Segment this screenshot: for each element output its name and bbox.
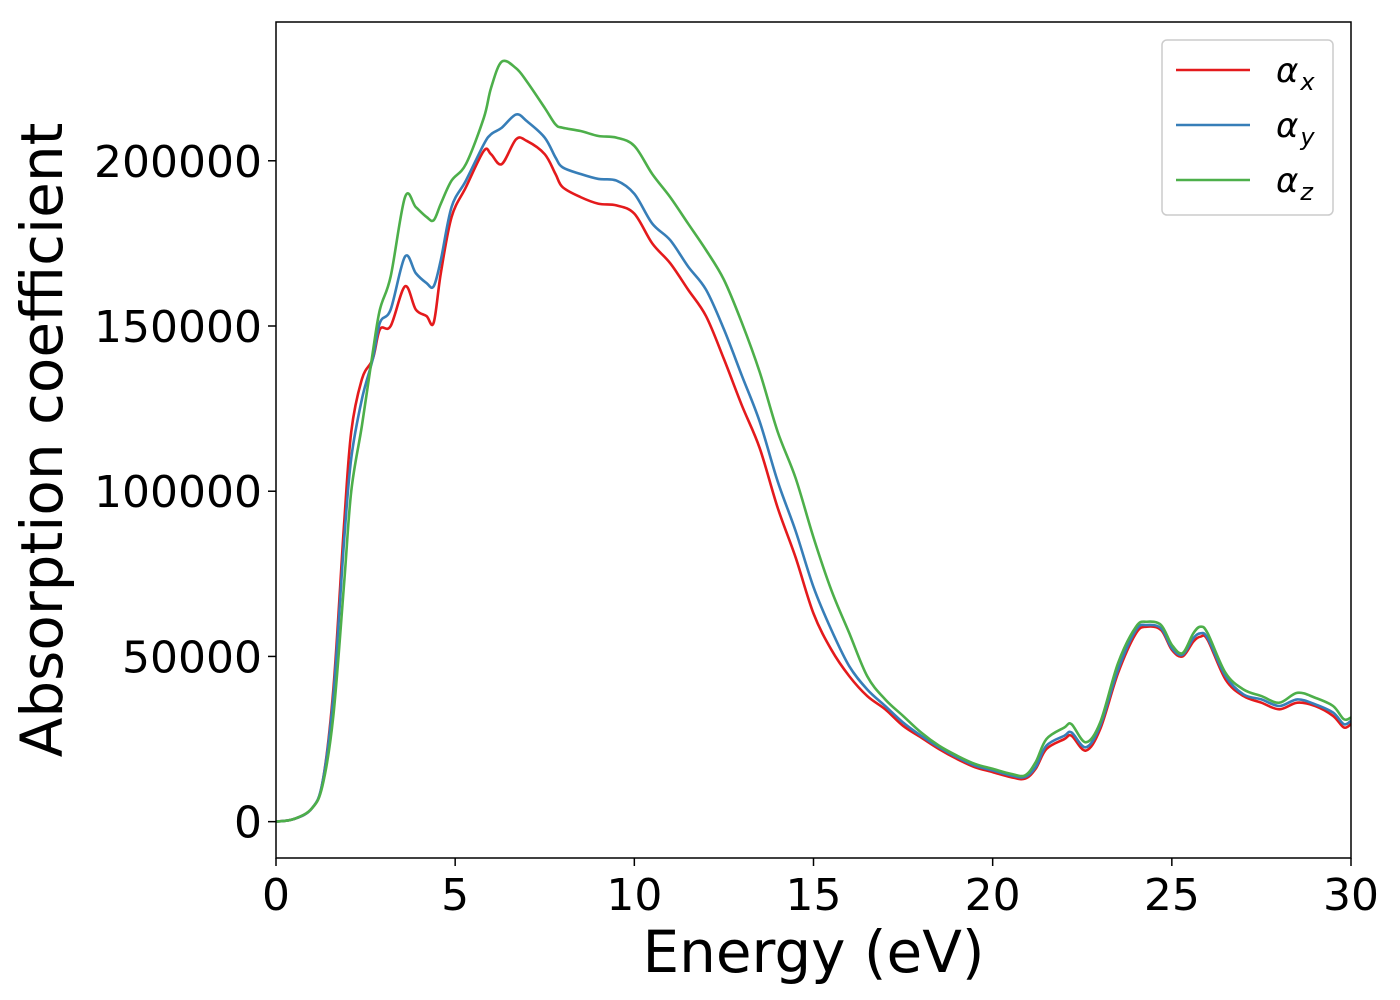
- x-tick-label: 30: [1323, 870, 1379, 921]
- legend-box: [1161, 39, 1334, 216]
- y-tick-label: 200000: [94, 137, 262, 188]
- x-tick-label: 10: [606, 870, 662, 921]
- x-tick-label: 15: [786, 870, 842, 921]
- series-line-z: [276, 59, 1351, 823]
- y-axis: 0 50000 100000 150000 200000: [94, 137, 276, 849]
- legend-label-x: αx: [1276, 51, 1315, 96]
- y-tick-label: 100000: [94, 467, 262, 518]
- x-tick-label: 0: [262, 870, 290, 921]
- y-tick-label: 50000: [122, 632, 262, 683]
- x-tick-label: 20: [965, 870, 1021, 921]
- x-axis-label: Energy (eV): [642, 918, 984, 986]
- y-tick-label: 150000: [94, 302, 262, 353]
- x-tick-label: 25: [1144, 870, 1200, 921]
- x-axis: 0 5 10 15 20 25 30: [262, 858, 1379, 921]
- legend-label-y: αy: [1276, 106, 1315, 151]
- series-line-y: [276, 113, 1351, 823]
- y-axis-label: Absorption coefficient: [8, 123, 76, 758]
- series-layer: [276, 59, 1351, 823]
- x-tick-label: 5: [441, 870, 469, 921]
- y-tick-label: 0: [234, 798, 262, 849]
- series-line-x: [276, 136, 1351, 823]
